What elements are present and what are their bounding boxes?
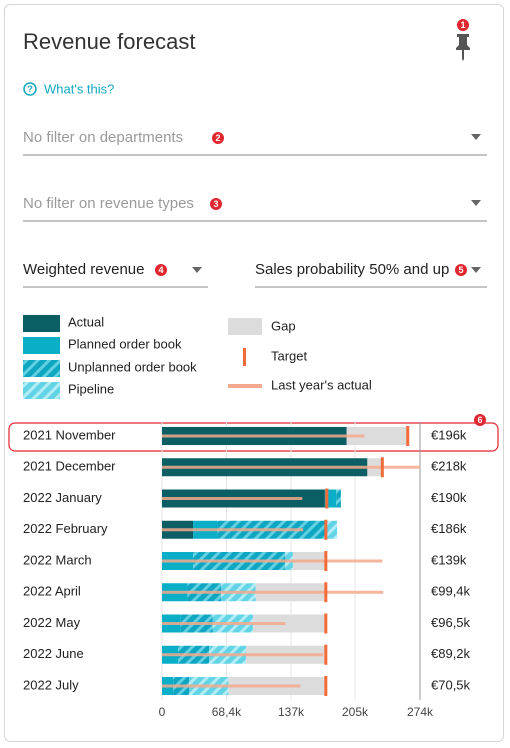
last-year-line — [162, 434, 365, 438]
dropdown-arrow[interactable] — [471, 134, 481, 140]
category-label: 2022 June — [23, 646, 84, 661]
legend-label: Last year's actual — [271, 377, 372, 392]
badge-text: 3 — [213, 199, 218, 209]
legend-swatch — [228, 318, 262, 335]
category-label: 2022 May — [23, 615, 81, 630]
last-year-line — [162, 559, 383, 563]
select-text[interactable]: Sales probability 50% and up — [255, 261, 449, 278]
target-marker — [324, 644, 328, 665]
target-marker — [406, 426, 410, 446]
target-marker — [380, 457, 384, 478]
target-marker — [324, 613, 328, 634]
x-tick-label: 274k — [407, 705, 434, 719]
highlight-box — [8, 422, 499, 452]
category-label: 2022 July — [23, 677, 79, 692]
help-link[interactable]: What's this? — [44, 81, 114, 96]
legend-swatch — [23, 382, 60, 399]
target-marker — [324, 582, 328, 603]
category-label: 2021 December — [23, 459, 116, 474]
badge — [457, 19, 469, 31]
target-marker — [324, 676, 328, 696]
target-marker — [325, 488, 329, 509]
badge-text: 2 — [215, 133, 220, 143]
pin-icon[interactable] — [456, 34, 470, 61]
x-tick-label: 137k — [278, 705, 305, 719]
x-tick-label: 68,4k — [212, 705, 242, 719]
bar-segment — [324, 489, 337, 508]
target-marker — [324, 551, 328, 571]
value-label: €196k — [431, 427, 467, 442]
x-tick-label: 205k — [342, 705, 369, 719]
help-icon[interactable] — [23, 82, 37, 96]
badge-text: 6 — [477, 415, 482, 425]
dropdown-arrow[interactable] — [471, 267, 481, 273]
value-label: €139k — [431, 552, 467, 567]
legend-label: Pipeline — [68, 381, 114, 396]
select-text[interactable]: Weighted revenue — [23, 261, 144, 278]
legend-label: Unplanned order book — [68, 359, 197, 374]
value-label: €190k — [431, 490, 467, 505]
value-label: €70,5k — [431, 677, 471, 692]
last-year-line — [162, 622, 286, 625]
target-marker — [324, 519, 328, 540]
last-year-line — [162, 684, 301, 688]
category-label: 2022 March — [23, 552, 92, 567]
category-label: 2022 April — [23, 584, 81, 599]
bar-segment — [336, 489, 341, 508]
bar-segment — [325, 520, 338, 539]
value-label: €96,5k — [431, 615, 471, 630]
gap-bar — [346, 427, 408, 445]
legend-label: Planned order book — [68, 336, 182, 351]
legend-swatch — [23, 360, 60, 377]
value-label: €186k — [431, 521, 467, 536]
dropdown-arrow[interactable] — [471, 200, 481, 206]
badge — [212, 132, 224, 144]
last-year-line — [162, 497, 303, 500]
category-label: 2022 January — [23, 490, 102, 505]
card — [4, 4, 504, 742]
legend-label: Target — [271, 348, 308, 363]
badge-text: 4 — [158, 265, 163, 275]
last-year-line — [162, 653, 324, 657]
last-year-line — [162, 528, 304, 532]
value-label: €99,4k — [431, 584, 471, 599]
badge — [155, 264, 167, 276]
category-label: 2021 November — [23, 427, 116, 442]
legend-swatch — [228, 384, 262, 388]
x-tick-label: 0 — [159, 705, 166, 719]
badge — [474, 414, 486, 426]
badge-text: 5 — [458, 265, 463, 275]
legend-swatch — [243, 348, 246, 366]
filter-text[interactable]: No filter on departments — [23, 129, 183, 146]
legend-swatch — [23, 315, 60, 332]
dropdown-arrow[interactable] — [192, 267, 202, 273]
legend-label: Gap — [271, 318, 296, 333]
legend-swatch — [23, 337, 60, 354]
legend-label: Actual — [68, 314, 104, 329]
filter-text[interactable]: No filter on revenue types — [23, 195, 194, 212]
value-label: €89,2k — [431, 646, 471, 661]
category-label: 2022 February — [23, 521, 108, 536]
last-year-line — [162, 465, 420, 469]
badge — [455, 264, 467, 276]
badge-text: 1 — [460, 20, 465, 30]
badge — [210, 198, 222, 210]
value-label: €218k — [431, 459, 467, 474]
gap-bar — [252, 614, 326, 633]
help-icon-mark: ? — [27, 84, 33, 94]
last-year-line — [162, 590, 384, 594]
title: Revenue forecast — [23, 29, 195, 54]
